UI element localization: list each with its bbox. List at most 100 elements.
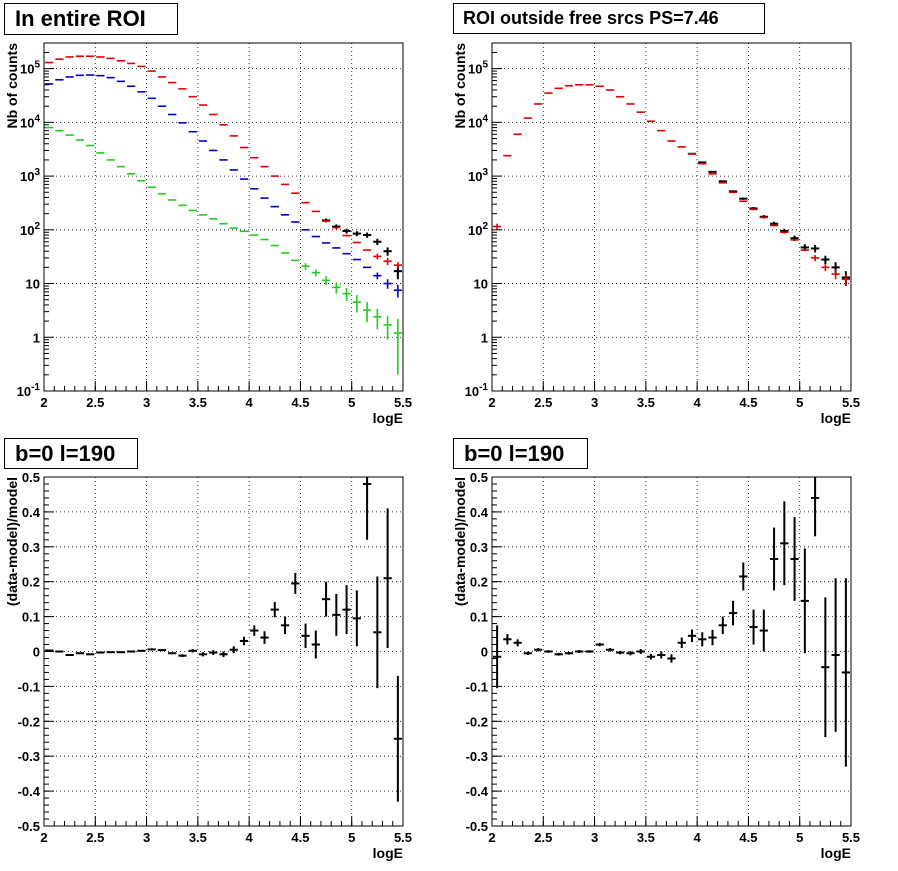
data-point bbox=[332, 593, 341, 636]
data-point bbox=[393, 675, 402, 802]
panel-title-entire-roi: In entire ROI bbox=[4, 3, 178, 35]
x-tick-label: 2.5 bbox=[86, 830, 104, 845]
y-tick-label: -0.1 bbox=[466, 679, 488, 694]
x-tick-label: 3.5 bbox=[637, 395, 655, 410]
data-point bbox=[831, 578, 840, 732]
data-point bbox=[393, 262, 402, 269]
y-tick-label: -0.5 bbox=[466, 819, 488, 834]
x-tick-label: 3.5 bbox=[189, 830, 207, 845]
y-tick-label: -0.2 bbox=[466, 714, 488, 729]
data-point bbox=[646, 653, 656, 660]
y-tick-label: 10 bbox=[26, 277, 40, 292]
data-point bbox=[86, 653, 95, 656]
data-point bbox=[352, 295, 361, 313]
data-point bbox=[564, 651, 574, 655]
data-point bbox=[831, 269, 840, 280]
y-tick-label: 1 bbox=[481, 330, 488, 345]
data-point bbox=[373, 238, 382, 246]
data-point bbox=[198, 652, 208, 657]
plot-frame bbox=[43, 42, 404, 392]
x-tick-label: 2.5 bbox=[534, 395, 552, 410]
data-point bbox=[677, 637, 686, 649]
data-point bbox=[841, 578, 850, 767]
y-tick-label: 102 bbox=[468, 221, 488, 238]
y-tick-label: -0.4 bbox=[18, 784, 41, 799]
data-point bbox=[667, 654, 676, 663]
x-tick-label: 4.5 bbox=[739, 830, 757, 845]
data-point bbox=[373, 253, 382, 260]
x-tick-label: 2.5 bbox=[534, 830, 552, 845]
data-point bbox=[636, 649, 645, 654]
data-point bbox=[749, 609, 758, 645]
data-point bbox=[137, 649, 146, 652]
data-point bbox=[116, 651, 126, 654]
data-point bbox=[728, 600, 738, 626]
data-point bbox=[373, 576, 382, 689]
y-tick-label: 10-1 bbox=[465, 382, 489, 399]
y-tick-label: 102 bbox=[20, 221, 40, 238]
panel-3: 2 2.5 3 3.5 4 4.5 5 5.5 -0.5 -0.4 -0.3 -0.2 -0.1 0 0.1… bbox=[452, 470, 860, 861]
data-point bbox=[821, 597, 830, 738]
data-point bbox=[209, 650, 218, 655]
data-point bbox=[229, 646, 238, 654]
y-axis-label: Nb of counts bbox=[452, 43, 468, 129]
y-tick-label: 0 bbox=[481, 645, 488, 660]
data-point bbox=[362, 477, 372, 540]
y-tick-label: 104 bbox=[468, 113, 488, 130]
data-point bbox=[575, 650, 584, 653]
data-point bbox=[544, 650, 553, 653]
data-point bbox=[260, 631, 269, 644]
data-point bbox=[393, 284, 402, 298]
data-point bbox=[534, 648, 543, 652]
data-point bbox=[739, 562, 748, 591]
x-tick-label: 4.5 bbox=[739, 395, 757, 410]
data-point bbox=[96, 651, 105, 654]
data-point bbox=[493, 223, 502, 230]
data-point bbox=[383, 247, 392, 256]
data-point bbox=[362, 232, 372, 238]
x-axis-label: logE bbox=[373, 845, 403, 861]
data-point bbox=[270, 601, 279, 618]
data-point bbox=[75, 652, 85, 655]
x-tick-label: 2 bbox=[488, 830, 495, 845]
y-tick-label: -0.4 bbox=[466, 784, 489, 799]
y-axis-label: Nb of counts bbox=[4, 43, 20, 129]
x-tick-label: 5.5 bbox=[842, 830, 860, 845]
data-point bbox=[708, 170, 717, 173]
data-point bbox=[503, 634, 512, 645]
x-tick-label: 2 bbox=[40, 830, 47, 845]
y-axis-label: (data-model)/model bbox=[4, 477, 20, 606]
x-tick-label: 5.5 bbox=[394, 395, 412, 410]
data-point bbox=[739, 197, 748, 200]
x-axis-label: logE bbox=[373, 410, 403, 426]
data-point bbox=[605, 648, 615, 652]
x-tick-label: 2.5 bbox=[86, 395, 104, 410]
data-point bbox=[178, 654, 187, 658]
data-point bbox=[383, 279, 392, 289]
data-point bbox=[311, 269, 320, 277]
y-tick-label: -0.2 bbox=[18, 714, 40, 729]
y-tick-label: 0.5 bbox=[470, 470, 488, 485]
x-tick-label: 2 bbox=[488, 395, 495, 410]
data-point bbox=[239, 636, 249, 646]
series-1 bbox=[45, 55, 402, 269]
data-point bbox=[841, 274, 850, 287]
data-point bbox=[373, 272, 382, 280]
data-point bbox=[810, 245, 820, 253]
x-tick-label: 5 bbox=[796, 395, 803, 410]
y-tick-label: 10 bbox=[474, 277, 488, 292]
data-point bbox=[698, 161, 707, 164]
y-tick-label: 0.2 bbox=[470, 575, 488, 590]
x-tick-label: 4.5 bbox=[291, 830, 309, 845]
panel-title-residual-right: b=0 l=190 bbox=[453, 438, 588, 469]
y-axis-label: (data-model)/model bbox=[452, 477, 468, 606]
data-point bbox=[55, 650, 64, 653]
data-point bbox=[332, 282, 341, 294]
data-point bbox=[127, 650, 136, 653]
y-tick-label: -0.3 bbox=[466, 749, 488, 764]
data-point bbox=[513, 639, 522, 647]
data-point bbox=[362, 302, 372, 323]
y-tick-label: 103 bbox=[20, 167, 40, 184]
data-point bbox=[383, 315, 392, 340]
x-tick-label: 5 bbox=[796, 830, 803, 845]
